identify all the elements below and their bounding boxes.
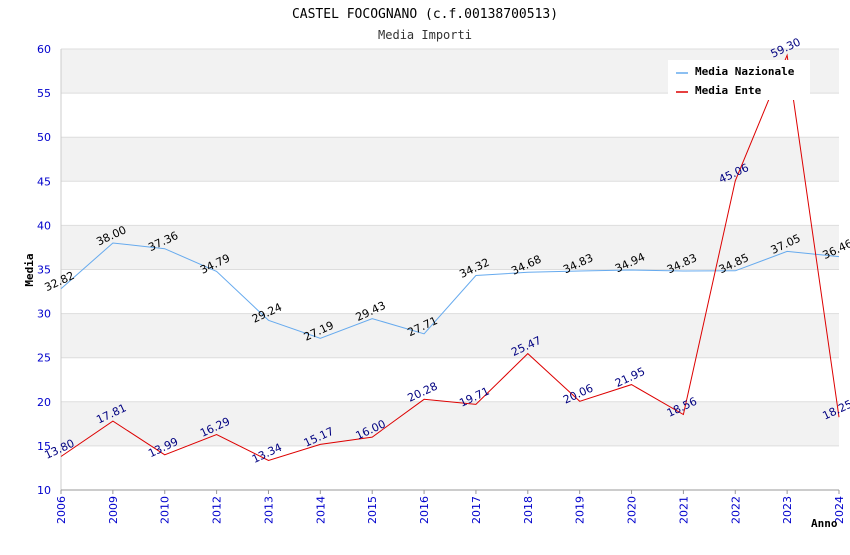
x-tick-label: 2013	[262, 496, 275, 524]
x-tick-label: 2022	[729, 496, 742, 524]
x-tick-label: 2014	[314, 496, 327, 524]
y-tick-label: 25	[37, 352, 51, 365]
x-tick-label: 2010	[159, 496, 172, 524]
plot-band	[61, 445, 839, 490]
x-tick-label: 2012	[211, 496, 224, 524]
plot-band	[61, 93, 839, 138]
plot-band	[61, 225, 839, 270]
x-tick-labels: 2006 2009 2010 2012 2013 2014 2015 2016 2017 2018…	[55, 496, 846, 524]
y-tick-label: 10	[37, 484, 51, 497]
x-tick-label: 2023	[781, 496, 794, 524]
y-tick-label: 45	[37, 175, 51, 188]
plot-bands	[61, 49, 839, 490]
x-tick-label: 2018	[522, 496, 535, 524]
x-tick-label: 2020	[626, 496, 639, 524]
x-tick-label: 2016	[418, 496, 431, 524]
x-tick-label: 2019	[574, 496, 587, 524]
y-tick-label: 15	[37, 440, 51, 453]
legend-box	[668, 60, 810, 100]
y-tick-label: 60	[37, 43, 51, 56]
y-tick-label: 55	[37, 87, 51, 100]
legend-label-nazionale: Media Nazionale	[695, 65, 795, 78]
y-tick-labels: 10 15 20 25 30 35 40 45 50 55 60	[37, 43, 51, 497]
plot-band	[61, 357, 839, 402]
x-tick-label: 2024	[833, 496, 846, 524]
chart-subtitle: Media Importi	[378, 28, 472, 42]
plot-band	[61, 313, 839, 358]
x-axis-label: Anno	[811, 517, 838, 530]
y-axis-label: Media	[23, 253, 36, 286]
x-tick-label: 2006	[55, 496, 68, 524]
x-tick-label: 2015	[366, 496, 379, 524]
series-line-media-nazionale	[60, 242, 840, 339]
x-tick-label: 2017	[470, 496, 483, 524]
plot-band	[61, 401, 839, 446]
y-tick-label: 35	[37, 264, 51, 277]
plot-band	[61, 181, 839, 226]
y-tick-label: 20	[37, 396, 51, 409]
series-lines	[60, 53, 840, 462]
y-tick-label: 50	[37, 131, 51, 144]
legend: Media Nazionale Media Ente	[668, 60, 810, 100]
legend-label-ente: Media Ente	[695, 84, 762, 97]
chart-title: CASTEL FOCOGNANO (c.f.00138700513)	[292, 7, 558, 22]
axes	[60, 49, 840, 494]
plot-band	[61, 269, 839, 314]
y-tick-label: 40	[37, 219, 51, 232]
y-tick-label: 30	[37, 308, 51, 321]
plot-band	[61, 137, 839, 182]
x-tick-label: 2021	[677, 496, 690, 524]
x-tick-label: 2009	[107, 496, 120, 524]
series-line-media-ente	[60, 53, 840, 462]
